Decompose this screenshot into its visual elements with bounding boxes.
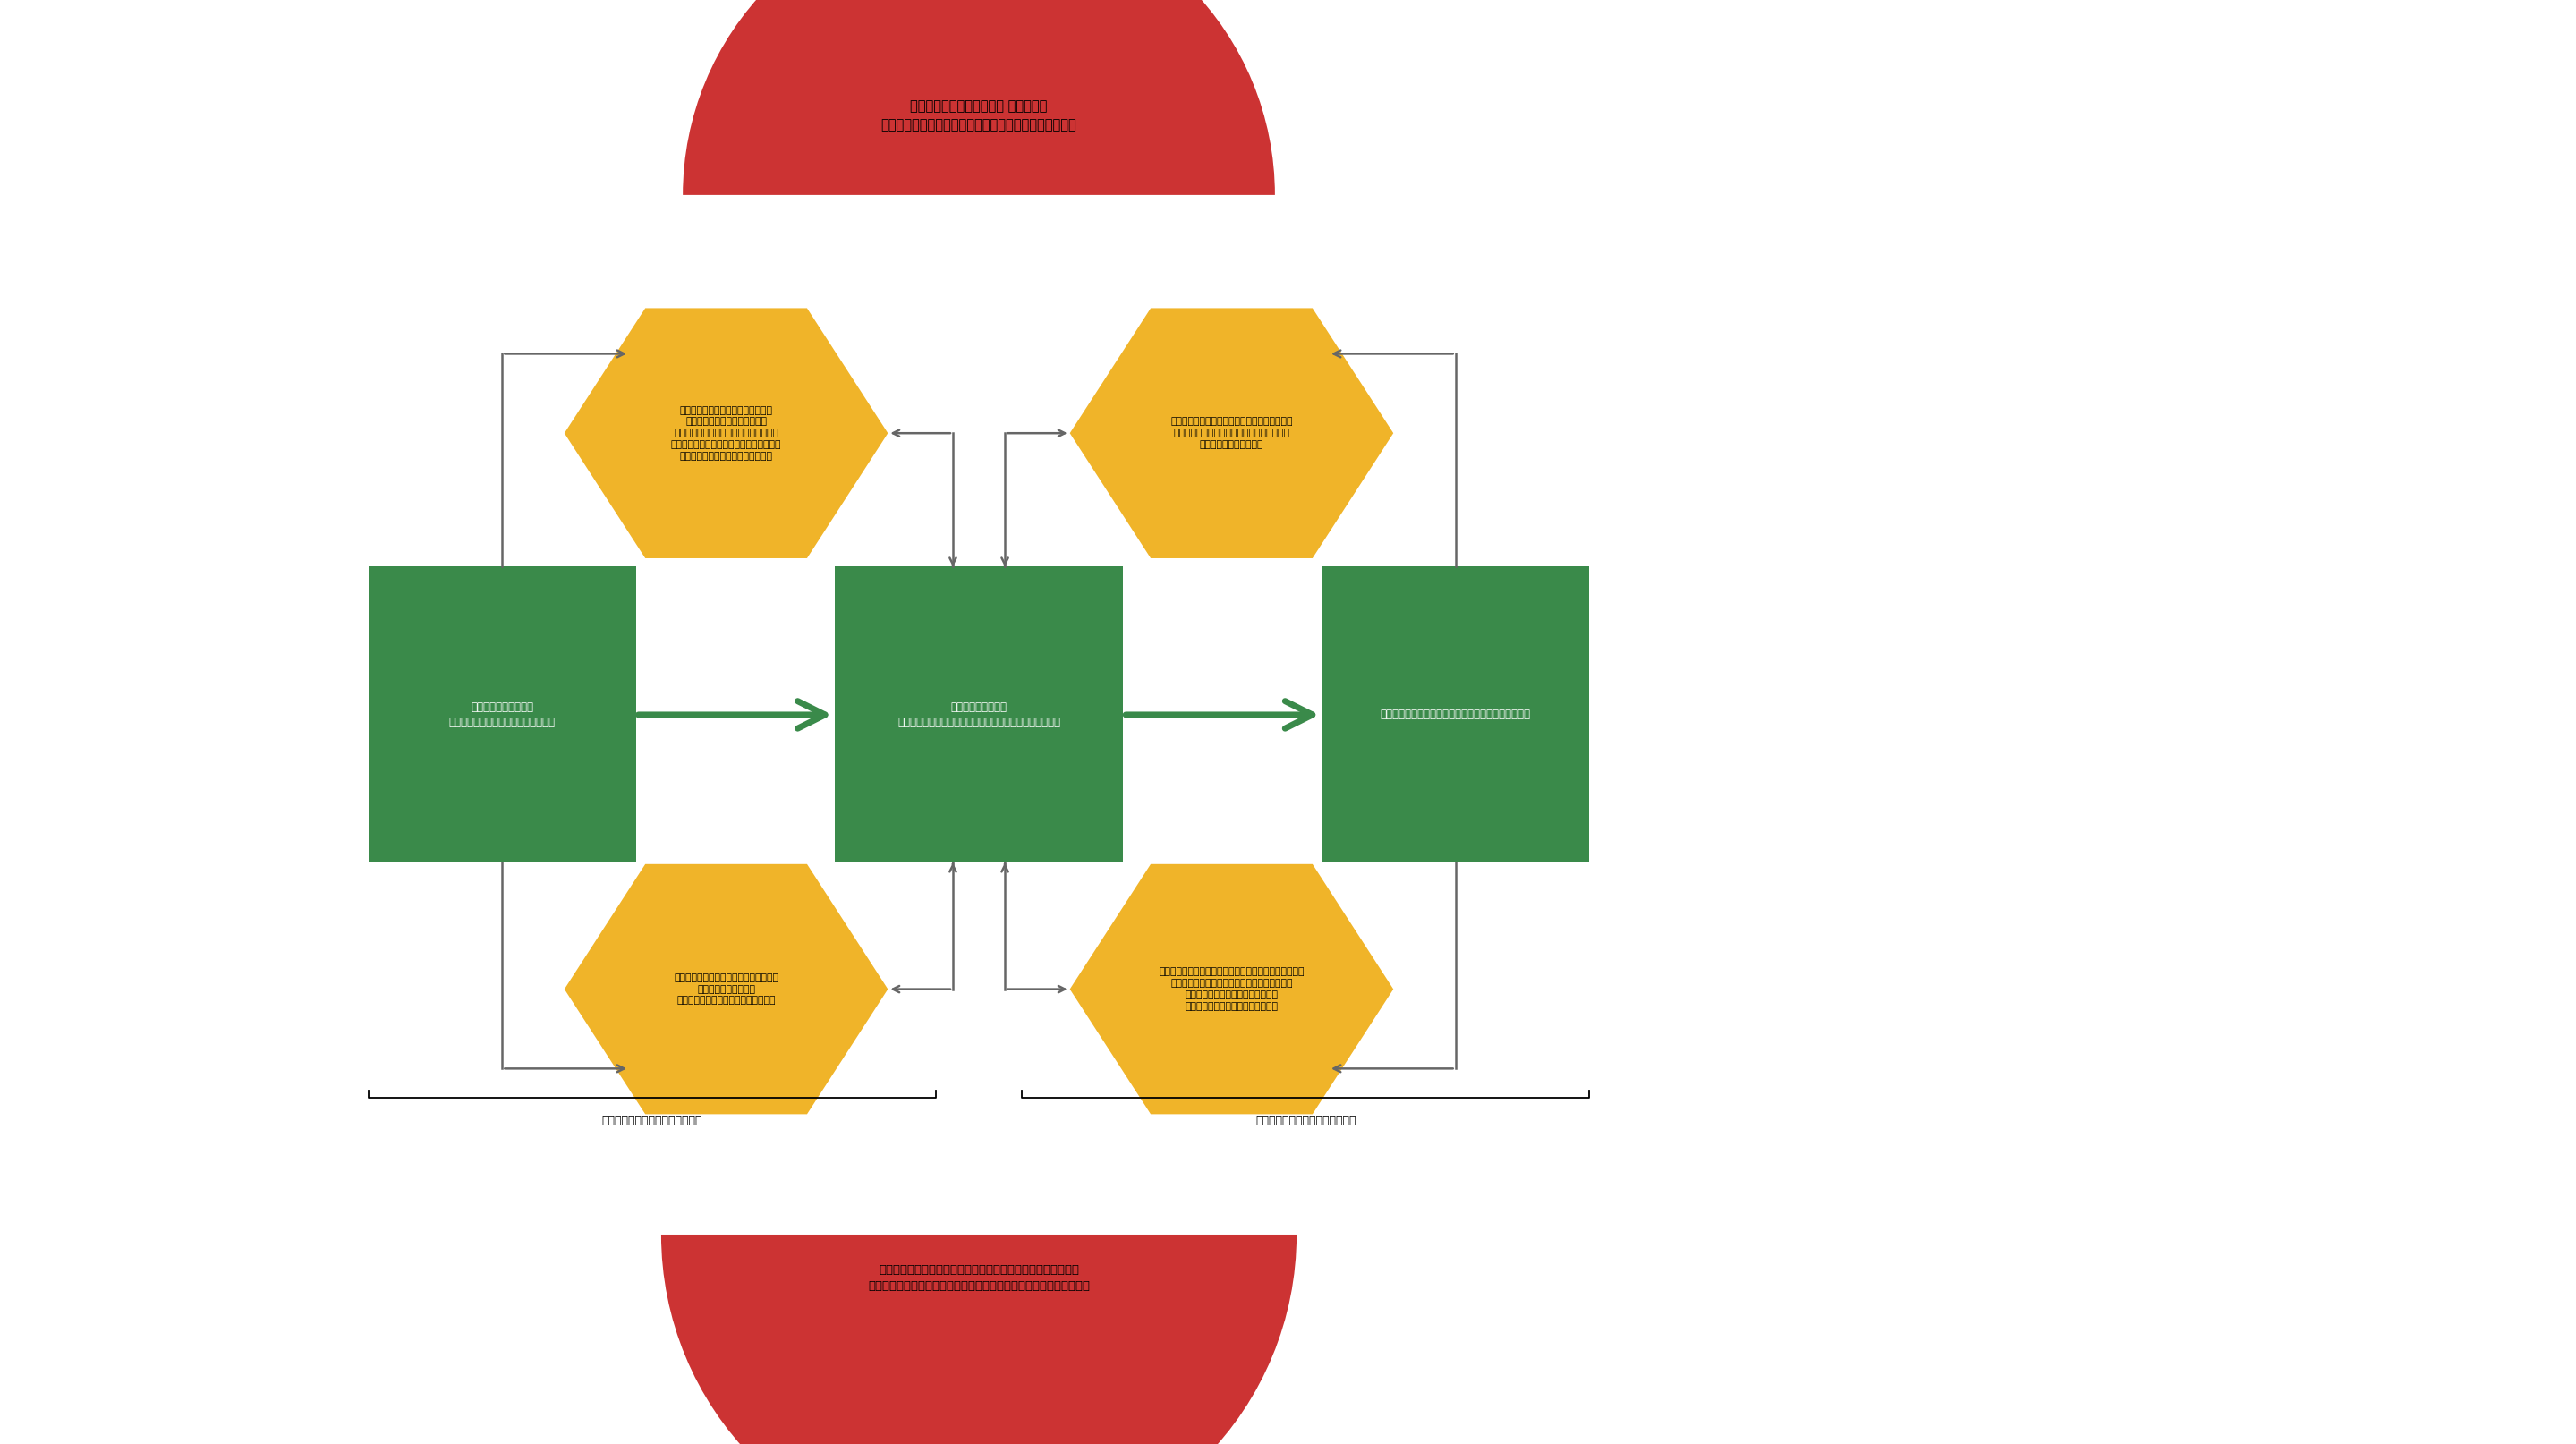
Text: လုပ်ငန်းစေင်ကွပ်ပိုင်သည်: လုပ်ငန်းစေင်ကွပ်ပိုင်သည် xyxy=(1381,709,1530,721)
Text: အခြေအနေအား
စိစစ်သုံးသပ်ချင်း: အခြေအနေအား စိစစ်သုံးသပ်ချင်း xyxy=(448,702,556,728)
Text: အဖွဲ့အစည်းဆိုင်ရာမူဝါဒစ်ထည်း
ညြှန်ကြားချင်မရှိသည့်ကန်သက်ချက်: အဖွဲ့အစည်းဆိုင်ရာမူဝါဒစ်ထည်း ညြှန်ကြားချ… xyxy=(868,1264,1090,1292)
Text: နည်းမျဃလာ
အဒိအစေင်များကိုရေးဆွဲချင်း: နည်းမျဃလာ အဒိအစေင်များကိုရေးဆွဲချင်း xyxy=(896,702,1061,728)
Wedge shape xyxy=(683,0,1275,195)
Text: ကိုယ်ပိုင်စီးပားနှင့်
ရည်းမှန်းချက်များကို
ဖော်ထုက်သည်: ကိုယ်ပိုင်စီးပားနှင့် ရည်းမှန်းချက်များက… xyxy=(1170,417,1293,449)
Polygon shape xyxy=(564,308,889,559)
Text: အပြန်အလှန်ဆက်စပ်
ပက်သက်သောသူးခှ
အကျိုးစီးပြားနှင့်
ရည်းရွယ်ချက်များကို
စစစ်သုံးသ: အပြန်အလှန်ဆက်စပ် ပက်သက်သောသူးခှ အကျိုးစီ… xyxy=(670,406,781,461)
Text: သြေဇာလွှမ်းမိုးသော
ကွန်ယက်ကို
စိစစ်သုံးသပ်ချင်း: သြေဇာလွှမ်းမိုးသော ကွန်ယက်ကို စိစစ်သုံးသ… xyxy=(675,973,778,1005)
Wedge shape xyxy=(662,1235,1296,1444)
Bar xyxy=(1321,566,1589,862)
Polygon shape xyxy=(1069,308,1394,559)
Bar xyxy=(368,566,636,862)
Circle shape xyxy=(2223,1054,2496,1444)
Text: နိုက်ဗာရေးအေားကွက်
ရေးဆွဲချင်း: နိုက်ဗာရေးအေားကွက် ရေးဆွဲချင်း xyxy=(2092,511,2442,586)
Text: ဆက်ဆံရေးအခြေအနေ: ဆက်ဆံရေးအခြေအနေ xyxy=(603,1115,703,1126)
Bar xyxy=(835,566,1123,862)
Circle shape xyxy=(2267,722,2576,1444)
Text: ဖြစ်နိုင်ချောက်စစ်များကို
ဒစ်သုံးဖော်ချင်းနှင့်
အနမ်မဆုံးသက်မှက်
ချက်ဆွဲအြင်ချင်: ဖြစ်နိုင်ချောက်စစ်များကို ဒစ်သုံးဖော်ချင… xyxy=(1159,967,1303,1011)
Text: FRONTLINE: FRONTLINE xyxy=(2187,1157,2347,1183)
Text: NEGOTIATIONS: NEGOTIATIONS xyxy=(2205,1248,2329,1265)
Polygon shape xyxy=(564,864,889,1115)
Text: လုပ်ငန်းစေင်ကာလ: လုပ်ငန်းစေင်ကာလ xyxy=(1255,1115,1355,1126)
Text: လုပ်ငန်းစေင် နှင့်
နည်းမျဃလာရည်းရွယ်ချက်များ: လုပ်ငန်းစေင် နှင့် နည်းမျဃလာရည်းရွယ်ချက်… xyxy=(881,100,1077,131)
Polygon shape xyxy=(1069,864,1394,1115)
